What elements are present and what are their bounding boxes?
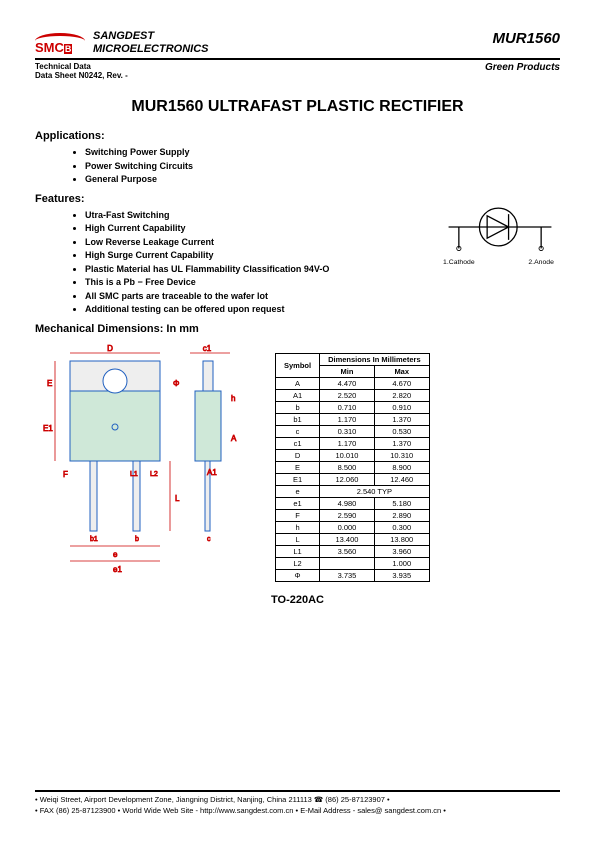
features-row: Features: Utra-Fast SwitchingHigh Curren… [35, 187, 560, 317]
green-products-label: Green Products [485, 62, 560, 80]
svg-text:L1: L1 [130, 471, 138, 478]
svg-text:Φ: Φ [173, 379, 179, 388]
mechanical-heading: Mechanical Dimensions: In mm [35, 323, 560, 335]
logo-badge: B [64, 44, 73, 54]
technical-data-label: Technical Data [35, 62, 128, 71]
table-row: L13.5603.960 [276, 545, 430, 557]
list-item: Power Switching Circuits [85, 160, 560, 174]
table-row: h0.0000.300 [276, 521, 430, 533]
table-row: b0.7100.910 [276, 401, 430, 413]
svg-text:A: A [231, 434, 237, 443]
table-row: Φ3.7353.935 [276, 569, 430, 581]
table-row: E112.06012.460 [276, 473, 430, 485]
applications-heading: Applications: [35, 130, 560, 142]
svg-text:E: E [47, 379, 52, 388]
footer-line1: • Weiqi Street, Airport Development Zone… [35, 795, 560, 806]
svg-text:A1: A1 [207, 468, 217, 477]
company-line1: SANGDEST [93, 30, 209, 43]
header-left: SMCB SANGDEST MICROELECTRONICS [35, 30, 209, 56]
svg-text:c: c [207, 536, 211, 543]
list-item: Plastic Material has UL Flammability Cla… [85, 263, 329, 277]
table-row: L21.000 [276, 557, 430, 569]
col-group: Dimensions In Millimeters [320, 353, 430, 365]
col-max: Max [374, 365, 429, 377]
col-min: Min [320, 365, 375, 377]
company-line2: MICROELECTRONICS [93, 43, 209, 56]
features-list: Utra-Fast SwitchingHigh Current Capabili… [85, 209, 329, 317]
mechanical-row: D E E1 e e1 L L1 L2 Φ F c1 h A A1 b1 b c S… [35, 341, 560, 582]
table-row: D10.01010.310 [276, 449, 430, 461]
svg-text:b1: b1 [90, 536, 98, 543]
subheader-left: Technical Data Data Sheet N0242, Rev. - [35, 62, 128, 80]
datasheet-rev: Data Sheet N0242, Rev. - [35, 71, 128, 80]
svg-text:c1: c1 [203, 344, 212, 353]
company-name: SANGDEST MICROELECTRONICS [93, 30, 209, 56]
svg-text:D: D [107, 344, 113, 353]
svg-text:L2: L2 [150, 471, 158, 478]
package-drawing-icon: D E E1 e e1 L L1 L2 Φ F c1 h A A1 b1 b c [35, 341, 265, 581]
svg-text:e1: e1 [113, 565, 122, 574]
features-block: Features: Utra-Fast SwitchingHigh Curren… [35, 187, 329, 317]
table-row: b11.1701.370 [276, 413, 430, 425]
list-item: All SMC parts are traceable to the wafer… [85, 290, 329, 304]
features-heading: Features: [35, 193, 329, 205]
list-item: Switching Power Supply [85, 146, 560, 160]
svg-text:L: L [175, 494, 180, 503]
list-item: Low Reverse Leakage Current [85, 236, 329, 250]
page-footer: • Weiqi Street, Airport Development Zone… [35, 790, 560, 816]
table-row: e2.540 TYP [276, 485, 430, 497]
part-number: MUR1560 [492, 30, 560, 47]
document-title: MUR1560 ULTRAFAST PLASTIC RECTIFIER [35, 98, 560, 116]
diode-symbol-icon: 1.Cathode 2.Anode [440, 197, 560, 274]
table-row: c0.3100.530 [276, 425, 430, 437]
list-item: General Purpose [85, 173, 560, 187]
logo-text: SMCB [35, 41, 85, 54]
table-row: E8.5008.900 [276, 461, 430, 473]
page-header: SMCB SANGDEST MICROELECTRONICS MUR1560 [35, 30, 560, 60]
svg-text:E1: E1 [43, 424, 53, 433]
list-item: High Surge Current Capability [85, 249, 329, 263]
table-row: L13.40013.800 [276, 533, 430, 545]
dimensions-table: Symbol Dimensions In Millimeters Min Max… [275, 353, 430, 582]
applications-list: Switching Power SupplyPower Switching Ci… [85, 146, 560, 187]
svg-text:F: F [63, 470, 68, 479]
subheader: Technical Data Data Sheet N0242, Rev. - … [35, 62, 560, 80]
company-logo: SMCB [35, 31, 85, 55]
pin1-label: 1.Cathode [443, 259, 475, 266]
package-label: TO-220AC [35, 594, 560, 606]
svg-text:b: b [135, 536, 139, 543]
col-symbol: Symbol [276, 353, 320, 377]
footer-line2: • FAX (86) 25-87123900 • World Wide Web … [35, 806, 560, 817]
table-row: A12.5202.820 [276, 389, 430, 401]
list-item: High Current Capability [85, 222, 329, 236]
svg-text:e: e [113, 550, 118, 559]
table-row: A4.4704.670 [276, 377, 430, 389]
table-row: c11.1701.370 [276, 437, 430, 449]
table-row: e14.9805.180 [276, 497, 430, 509]
list-item: This is a Pb − Free Device [85, 276, 329, 290]
table-row: F2.5902.890 [276, 509, 430, 521]
svg-text:h: h [231, 394, 235, 403]
list-item: Additional testing can be offered upon r… [85, 303, 329, 317]
pin2-label: 2.Anode [528, 259, 554, 266]
logo-main-text: SMC [35, 40, 64, 55]
list-item: Utra-Fast Switching [85, 209, 329, 223]
